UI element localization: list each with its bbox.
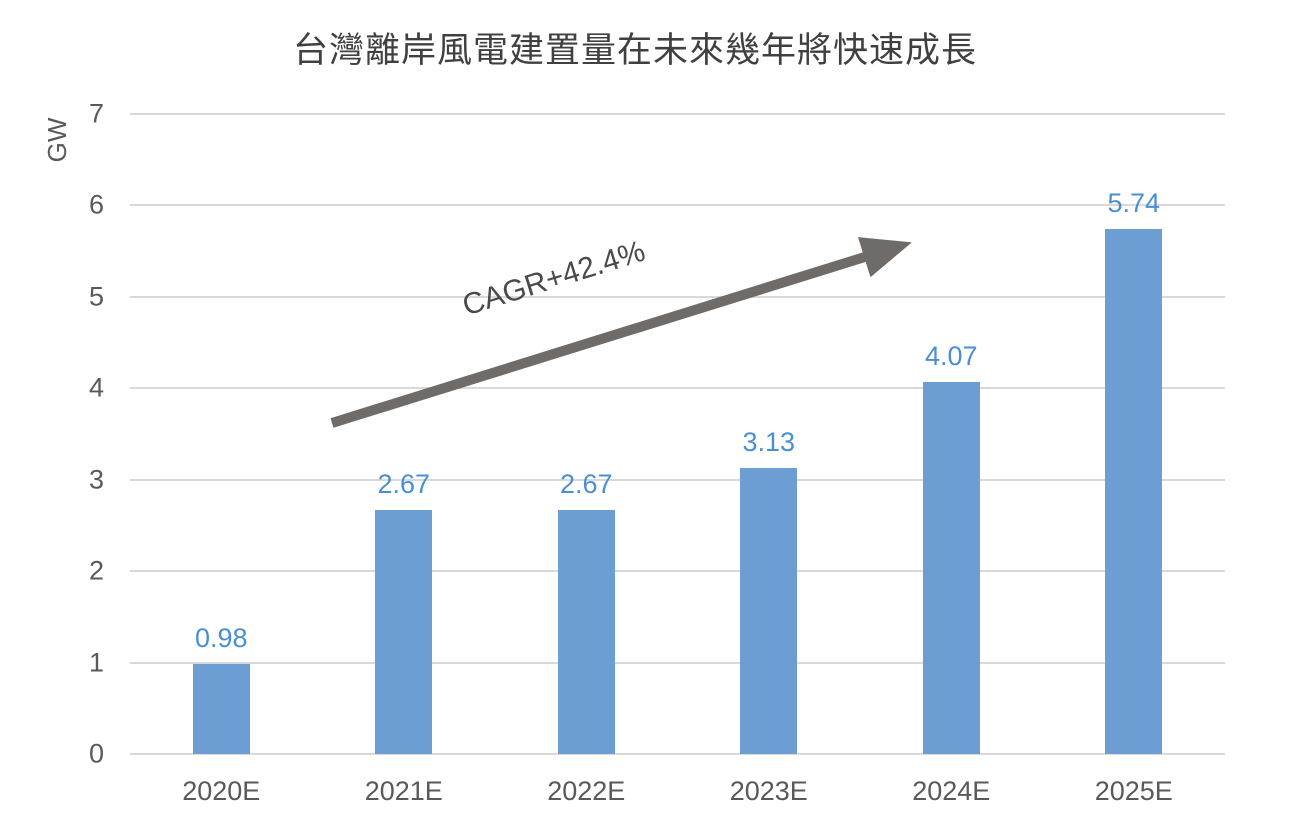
x-axis-line [130, 753, 1225, 755]
y-tick-label: 5 [88, 281, 104, 312]
bar-2022E [557, 509, 615, 754]
gridline [130, 570, 1225, 573]
gridline [130, 113, 1225, 115]
bar-value-label: 0.98 [194, 623, 248, 654]
bar-value-label: 2.67 [559, 468, 613, 499]
plot-area: 0.98 2020E 2.67 2021E 2.67 2022E 3.13 2023E 4.07… [130, 113, 1225, 806]
y-tick-label: 3 [88, 464, 104, 495]
x-tick-label: 2025E [1094, 776, 1173, 806]
x-tick-label: 2024E [912, 776, 991, 806]
y-tick-label: 0 [88, 738, 104, 769]
bar-value-label: 2.67 [377, 468, 431, 499]
x-tick-label: 2021E [364, 776, 443, 806]
x-tick-label: 2020E [182, 776, 261, 806]
bar-2024E [922, 381, 980, 754]
bar-value-label: 4.07 [924, 340, 978, 371]
gridline [130, 295, 1225, 298]
gridline [130, 478, 1225, 481]
bar-2025E [1105, 229, 1163, 754]
chart-title: 台灣離岸風電建置量在未來幾年將快速成長 [292, 31, 977, 70]
bar-value-label: 3.13 [742, 426, 796, 457]
x-tick-label: 2023E [729, 776, 808, 806]
bar-2020E [192, 664, 250, 754]
gridline [130, 661, 1225, 664]
y-tick-label: 1 [88, 647, 104, 678]
y-tick-label: 2 [88, 555, 104, 586]
gridline [130, 204, 1225, 207]
gridline [130, 387, 1225, 390]
y-tick-label: 6 [88, 189, 104, 220]
bar-2023E [740, 467, 798, 754]
bar-value-label: 5.74 [1107, 188, 1161, 219]
y-tick-label: 7 [88, 98, 104, 129]
y-axis: 0 1 2 3 4 5 6 7 [0, 99, 104, 769]
y-tick-label: 4 [88, 372, 104, 403]
bar-2021E [375, 509, 433, 754]
x-tick-label: 2022E [547, 776, 626, 806]
